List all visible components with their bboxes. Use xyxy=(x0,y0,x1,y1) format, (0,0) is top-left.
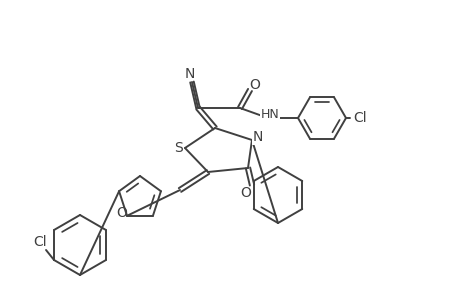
Text: N: N xyxy=(185,67,195,81)
Text: HN: HN xyxy=(260,107,279,121)
Text: O: O xyxy=(249,78,260,92)
Text: Cl: Cl xyxy=(33,235,47,249)
Text: O: O xyxy=(240,186,251,200)
Text: O: O xyxy=(117,206,127,220)
Text: Cl: Cl xyxy=(353,111,366,125)
Text: S: S xyxy=(174,141,183,155)
Text: N: N xyxy=(252,130,263,144)
